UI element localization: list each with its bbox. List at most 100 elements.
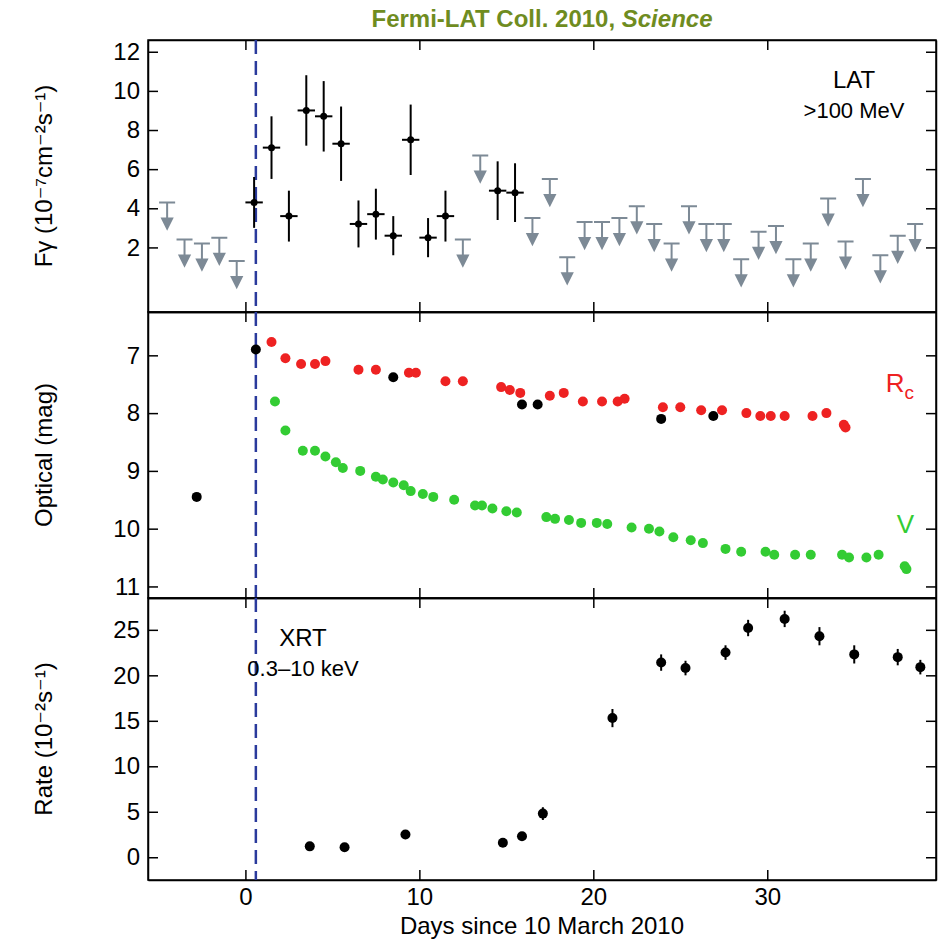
y-tick: 11 xyxy=(115,573,158,600)
data-point xyxy=(545,391,555,401)
x-top-tick xyxy=(419,598,420,608)
data-point xyxy=(698,538,708,548)
y-right-tick-mark xyxy=(926,812,936,814)
data-point xyxy=(512,507,522,517)
data-point xyxy=(378,475,388,485)
upper-limit xyxy=(211,238,227,264)
x-top-tick xyxy=(245,40,246,50)
series-label: V xyxy=(897,509,915,539)
x-top-tick xyxy=(245,598,246,608)
x-tick-mark xyxy=(767,588,769,598)
data-point xyxy=(320,356,330,366)
event-line xyxy=(255,312,258,598)
x-tick: 0 xyxy=(239,870,252,910)
upper-limit xyxy=(838,242,854,268)
upper-limit xyxy=(820,199,836,225)
data-point xyxy=(371,365,381,375)
x-tick-mark xyxy=(245,302,247,312)
upper-limit xyxy=(542,179,558,205)
x-top-tick xyxy=(419,40,420,50)
plot-area xyxy=(192,312,912,598)
x-top-tick xyxy=(767,312,768,322)
data-point xyxy=(620,394,630,404)
series xyxy=(270,397,911,575)
data-point xyxy=(901,564,911,574)
annotation: LAT xyxy=(833,66,876,93)
panel: 24681012Fγ (10⁻⁷cm⁻²s⁻¹)LAT>100 MeV xyxy=(30,38,937,313)
upper-limit xyxy=(177,240,193,266)
y-right-tick-mark xyxy=(926,675,936,677)
data-point xyxy=(501,506,511,516)
y-tick: 15 xyxy=(113,707,158,734)
figure: 24681012Fγ (10⁻⁷cm⁻²s⁻¹)LAT>100 MeVFermi… xyxy=(0,0,944,949)
data-point xyxy=(708,411,718,421)
x-tick-mark xyxy=(593,302,595,312)
data-point xyxy=(440,376,450,386)
y-tick-mark xyxy=(148,355,158,357)
y-right-tick-mark xyxy=(926,169,936,171)
data-point xyxy=(372,211,379,218)
y-axis: 7891011 xyxy=(113,313,158,600)
y-tick-mark xyxy=(148,586,158,588)
y-right-tick xyxy=(926,169,936,170)
data-point xyxy=(654,527,664,537)
upper-limit xyxy=(194,244,210,270)
series-label: Rc xyxy=(886,368,914,403)
upper-limit xyxy=(646,224,662,250)
y-tick-mark xyxy=(148,91,158,93)
data-point xyxy=(559,388,569,398)
y-tick: 6 xyxy=(127,155,158,182)
x-tick xyxy=(593,588,594,598)
upper-limit xyxy=(716,224,732,250)
data-point xyxy=(388,372,398,382)
y-tick: 10 xyxy=(113,515,158,542)
y-right-tick-mark xyxy=(926,766,936,768)
series xyxy=(267,337,851,433)
data-point xyxy=(602,519,612,529)
upper-limit xyxy=(611,218,627,244)
data-point xyxy=(388,477,398,487)
x-top-tick-mark xyxy=(767,598,769,608)
data-point xyxy=(656,658,666,668)
data-point xyxy=(627,523,637,533)
y-tick: 12 xyxy=(113,38,158,65)
y-right-axis-line xyxy=(936,599,938,881)
data-point xyxy=(721,544,731,554)
upper-limit xyxy=(577,222,593,248)
x-axis-line xyxy=(149,880,937,882)
data-point xyxy=(280,353,290,363)
data-point xyxy=(841,423,851,433)
x-top-tick-mark xyxy=(419,40,421,50)
x-tick xyxy=(767,302,768,312)
annotation: XRT xyxy=(279,624,327,651)
y-right-tick-mark xyxy=(926,355,936,357)
y-tick-mark xyxy=(148,208,158,210)
y-tick-mark xyxy=(148,247,158,249)
data-point xyxy=(338,463,348,473)
data-point xyxy=(874,550,884,560)
data-point xyxy=(576,518,586,528)
x-tick-mark xyxy=(593,588,595,598)
data-point xyxy=(915,662,925,672)
data-point xyxy=(310,359,320,369)
upper-limit xyxy=(907,224,923,250)
data-point xyxy=(517,399,527,409)
y-tick-mark xyxy=(148,413,158,415)
y-right-tick-mark xyxy=(926,208,936,210)
y-right-tick xyxy=(926,529,936,530)
upper-limit xyxy=(559,257,575,283)
data-point xyxy=(658,402,668,412)
upper-limit xyxy=(524,218,540,244)
data-point xyxy=(268,144,275,151)
data-point xyxy=(644,524,654,534)
y-right-tick xyxy=(926,471,936,472)
y-tick-label: 10 xyxy=(113,752,140,779)
x-tick-mark xyxy=(593,870,595,880)
y-tick-mark xyxy=(148,630,158,632)
data-point xyxy=(303,107,310,114)
x-top-tick-mark xyxy=(419,312,421,322)
y-right-tick xyxy=(926,812,936,813)
y-axis-line xyxy=(148,41,150,313)
y-right-tick xyxy=(926,586,936,587)
data-point xyxy=(533,399,543,409)
